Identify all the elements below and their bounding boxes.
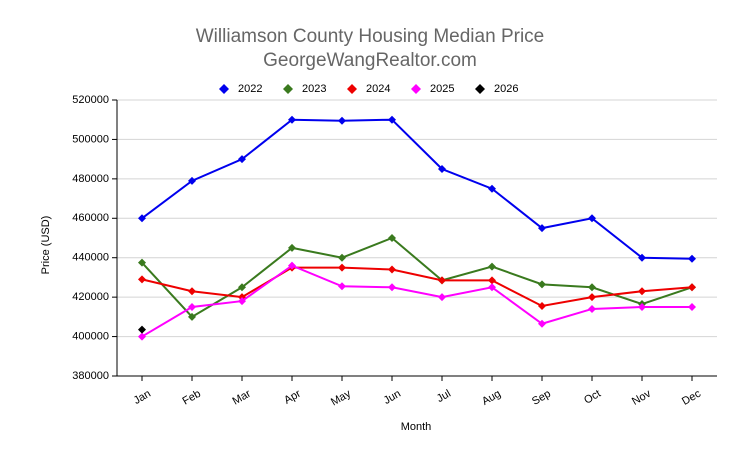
- point: [188, 303, 196, 311]
- legend-label: 2024: [366, 83, 390, 95]
- legend-marker: [219, 84, 229, 94]
- y-axis-label: Price (USD): [40, 216, 52, 275]
- x-tick-label: Nov: [630, 387, 653, 407]
- point: [588, 283, 596, 292]
- point: [338, 282, 346, 291]
- point: [238, 297, 246, 306]
- y-tick-label: 500000: [72, 133, 109, 145]
- point: [388, 115, 396, 124]
- y-tick-label: 380000: [72, 370, 109, 382]
- point: [388, 265, 396, 274]
- point: [188, 176, 196, 185]
- point: [538, 302, 546, 311]
- point: [688, 254, 696, 263]
- point: [138, 325, 146, 334]
- point: [488, 276, 496, 285]
- point: [238, 155, 246, 164]
- point: [288, 243, 296, 252]
- x-axis-label: Month: [401, 421, 432, 433]
- x-tick-label: Apr: [282, 388, 303, 407]
- point: [288, 115, 296, 124]
- point: [338, 116, 346, 125]
- y-tick-label: 460000: [72, 212, 109, 224]
- chart-subtitle: GeorgeWangRealtor.com: [263, 50, 477, 71]
- point: [688, 303, 696, 311]
- series-line: [141, 266, 693, 308]
- series-line: [141, 118, 693, 260]
- point: [438, 276, 446, 285]
- point: [538, 280, 546, 289]
- point: [638, 287, 646, 296]
- point: [388, 234, 396, 242]
- x-tick-label: Jul: [435, 388, 453, 405]
- x-tick-label: Aug: [480, 388, 503, 408]
- y-tick-label: 400000: [72, 330, 109, 342]
- legend-marker: [411, 84, 421, 94]
- point: [338, 263, 346, 272]
- legend-marker: [283, 84, 293, 94]
- x-tick-label: Dec: [680, 387, 703, 407]
- point: [138, 332, 146, 341]
- point: [438, 293, 446, 302]
- point: [538, 224, 546, 233]
- series-line: [141, 236, 693, 319]
- point: [638, 253, 646, 262]
- y-tick-label: 420000: [72, 291, 109, 303]
- legend-marker: [475, 84, 485, 94]
- point: [538, 319, 546, 328]
- x-tick-label: Jun: [382, 388, 403, 407]
- legend-label: 2025: [430, 83, 454, 95]
- point: [488, 184, 496, 193]
- point: [188, 287, 196, 296]
- point: [238, 283, 246, 292]
- point: [388, 283, 396, 292]
- x-tick-label: May: [329, 387, 353, 408]
- point: [488, 262, 496, 271]
- y-tick-label: 520000: [72, 94, 109, 106]
- y-tick-label: 480000: [72, 173, 109, 185]
- point: [288, 261, 296, 270]
- legend-label: 2022: [238, 83, 262, 95]
- point: [338, 253, 346, 262]
- point: [438, 165, 446, 173]
- point: [138, 258, 146, 267]
- x-tick-label: Sep: [530, 388, 553, 408]
- point: [588, 304, 596, 313]
- legend-marker: [347, 84, 357, 94]
- series-line: [141, 264, 692, 338]
- point: [488, 283, 496, 292]
- x-tick-label: Mar: [231, 388, 254, 408]
- point: [688, 283, 696, 292]
- chart-title: Williamson County Housing Median Price: [196, 26, 544, 47]
- point: [638, 303, 646, 311]
- point: [138, 214, 146, 223]
- x-tick-label: Feb: [181, 388, 203, 408]
- point: [588, 293, 596, 302]
- x-tick-label: Oct: [582, 388, 603, 407]
- legend-label: 2023: [302, 83, 326, 95]
- y-tick-label: 440000: [72, 252, 109, 264]
- point: [188, 312, 196, 321]
- legend-label: 2026: [494, 83, 518, 95]
- x-tick-label: Jan: [132, 388, 153, 407]
- point: [138, 275, 146, 284]
- point: [588, 214, 596, 223]
